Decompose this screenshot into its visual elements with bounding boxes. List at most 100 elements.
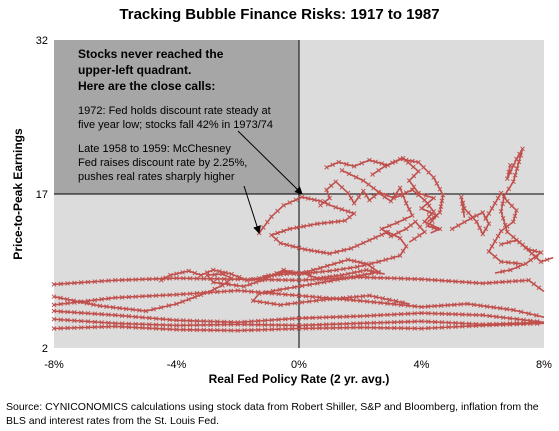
data-point-marker [126,294,132,300]
series-4 [51,316,545,328]
data-point-marker [459,324,465,329]
data-point-marker [210,267,216,273]
data-point-marker [432,277,438,283]
data-point-marker [255,318,261,324]
data-point-marker [376,189,381,195]
data-point-marker [411,184,417,190]
data-point-marker [486,221,492,227]
data-point-marker [493,280,499,285]
data-point-marker [315,221,320,227]
data-point-marker [492,254,498,259]
data-point-marker [168,272,173,278]
data-point-marker [310,277,315,282]
data-point-marker [473,323,479,329]
data-point-marker [437,210,443,215]
data-point-marker [400,248,406,254]
data-point-marker [455,223,461,228]
data-point-marker [385,325,390,331]
data-point-marker [379,226,385,232]
data-point-marker [345,190,351,196]
data-point-marker [140,276,145,282]
data-point-marker [269,232,274,238]
data-point-marker [269,317,275,323]
data-point-marker [303,315,309,321]
data-point-marker [526,247,532,252]
data-point-marker [51,316,57,322]
data-point-marker [337,321,343,327]
data-point-marker [112,295,118,301]
data-point-marker [353,294,359,300]
data-point-marker [405,319,411,325]
data-point-marker [311,197,317,203]
data-point-marker [391,301,397,307]
series-8 [256,194,409,278]
data-point-marker [396,230,401,235]
data-point-marker [201,276,207,281]
data-point-marker [278,272,283,277]
data-point-marker [483,226,489,232]
data-point-marker [140,321,145,327]
data-point-marker [78,310,84,316]
data-point-marker [341,266,346,272]
data-point-marker [494,314,499,320]
data-point-marker [72,280,77,286]
data-point-marker [364,313,370,319]
data-point-marker [167,317,173,323]
data-point-marker [106,278,111,284]
data-point-marker [146,322,152,327]
data-point-marker [284,271,290,277]
data-point-marker [383,230,389,235]
data-point-marker [348,246,354,251]
data-point-marker [333,204,339,210]
data-point-marker [489,206,495,211]
data-point-marker [439,319,445,325]
data-point-marker [453,324,458,330]
data-point-marker [51,281,57,287]
data-point-marker [438,204,444,210]
data-point-marker [385,275,390,281]
data-point-marker [283,316,288,322]
data-point-marker [78,318,84,324]
data-point-marker [260,225,266,230]
data-point-marker [283,277,288,283]
data-point-marker [323,325,329,331]
series-markers [449,194,492,237]
data-point-marker [409,158,415,164]
upper-left-quadrant-shade [54,40,299,194]
data-point-marker [432,319,438,325]
data-point-marker [330,162,336,168]
data-point-marker [351,270,357,275]
data-point-marker [511,179,516,185]
x-tick-label: 4% [414,359,430,371]
data-point-marker [446,278,452,284]
data-point-marker [214,276,220,282]
data-point-marker [276,277,281,283]
data-point-marker [310,325,315,331]
data-point-marker [327,268,332,274]
data-point-marker [451,302,457,308]
data-point-marker [335,277,340,282]
data-point-marker [491,305,497,310]
data-point-marker [106,324,111,330]
data-point-marker [58,295,63,301]
data-point-marker [242,322,247,327]
data-point-marker [180,327,186,332]
data-point-marker [339,207,345,212]
data-point-marker [341,247,347,253]
data-point-marker [445,302,451,308]
data-point-marker [412,319,418,324]
data-point-marker [110,305,116,310]
data-point-marker [276,317,281,322]
data-point-marker [310,315,315,321]
data-point-marker [249,322,254,327]
data-point-marker [317,325,322,331]
data-point-marker [357,321,363,326]
data-point-marker [528,321,533,327]
data-point-marker [194,290,200,296]
data-point-marker [320,269,325,275]
data-point-marker [416,192,421,198]
data-point-marker [345,257,351,263]
data-point-marker [458,301,464,307]
data-point-marker [526,277,532,283]
